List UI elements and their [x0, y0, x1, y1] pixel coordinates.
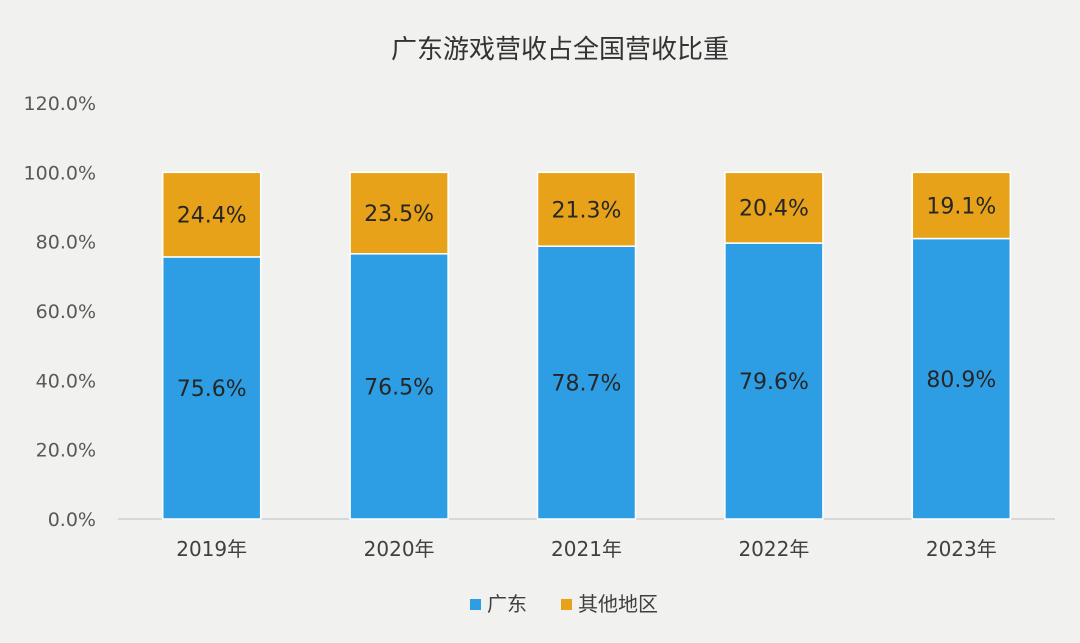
- legend-swatch: [561, 599, 572, 610]
- data-label: 21.3%: [552, 198, 622, 223]
- legend: 广东 其他地区: [470, 592, 658, 616]
- data-label: 80.9%: [926, 368, 996, 393]
- bar-segment-other: [161, 171, 262, 258]
- y-axis-ticks: 0.0% 20.0% 40.0% 60.0% 80.0% 100.0% 120.0%: [24, 93, 96, 531]
- bar-segment-guangdong: [536, 245, 637, 520]
- x-category-label: 2019年: [176, 537, 247, 561]
- bar-segment-guangdong: [724, 242, 824, 520]
- x-category-label: 2022年: [738, 537, 809, 561]
- x-axis-category-labels: 2019年 2020年 2021年 2022年 2023年: [176, 537, 997, 561]
- bar-segment-other: [536, 171, 637, 247]
- bar-segment-other: [911, 171, 1012, 240]
- x-category-label: 2023年: [926, 537, 997, 561]
- bar-segment-guangdong: [911, 237, 1012, 520]
- x-category-label: 2021年: [551, 537, 622, 561]
- data-label: 78.7%: [552, 372, 622, 397]
- y-tick-label: 100.0%: [24, 162, 96, 184]
- data-label: 20.4%: [739, 197, 809, 222]
- y-tick-label: 0.0%: [48, 509, 96, 531]
- bar-segment-other: [349, 171, 449, 255]
- y-tick-label: 40.0%: [36, 370, 96, 392]
- y-tick-label: 60.0%: [36, 301, 96, 323]
- legend-label: 其他地区: [578, 592, 658, 616]
- bar-segment-other: [724, 171, 824, 244]
- data-label: 79.6%: [739, 370, 809, 395]
- data-label: 76.5%: [364, 375, 434, 400]
- data-label: 24.4%: [177, 204, 247, 229]
- data-label: 23.5%: [364, 202, 434, 227]
- y-tick-label: 80.0%: [36, 232, 96, 254]
- y-tick-label: 120.0%: [24, 93, 96, 115]
- legend-swatch: [470, 599, 481, 610]
- chart-title: 广东游戏营收占全国营收比重: [391, 35, 729, 65]
- y-tick-label: 20.0%: [36, 440, 96, 462]
- bars-group: 75.6% 24.4% 76.5% 23.5% 78.7% 21.3% 79.6% 20.4%…: [161, 171, 1012, 520]
- bar-segment-guangdong: [161, 256, 262, 520]
- x-category-label: 2020年: [364, 537, 435, 561]
- legend-label: 广东: [487, 592, 527, 616]
- data-label: 75.6%: [177, 377, 247, 402]
- data-label: 19.1%: [926, 194, 996, 219]
